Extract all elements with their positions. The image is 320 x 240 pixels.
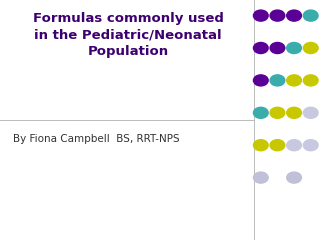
- Circle shape: [270, 42, 285, 54]
- Circle shape: [287, 42, 301, 54]
- Circle shape: [270, 75, 285, 86]
- Circle shape: [303, 107, 318, 118]
- Circle shape: [303, 75, 318, 86]
- Circle shape: [303, 10, 318, 21]
- Circle shape: [287, 10, 301, 21]
- Circle shape: [303, 140, 318, 151]
- Circle shape: [287, 75, 301, 86]
- Circle shape: [253, 107, 268, 118]
- Circle shape: [253, 75, 268, 86]
- Circle shape: [270, 107, 285, 118]
- Circle shape: [270, 140, 285, 151]
- Circle shape: [287, 107, 301, 118]
- Circle shape: [287, 140, 301, 151]
- Circle shape: [253, 140, 268, 151]
- Circle shape: [253, 172, 268, 183]
- Circle shape: [253, 42, 268, 54]
- Circle shape: [270, 10, 285, 21]
- Circle shape: [303, 42, 318, 54]
- Circle shape: [287, 172, 301, 183]
- Text: By Fiona Campbell  BS, RRT-NPS: By Fiona Campbell BS, RRT-NPS: [13, 134, 180, 144]
- Text: Formulas commonly used
in the Pediatric/Neonatal
Population: Formulas commonly used in the Pediatric/…: [33, 12, 223, 58]
- Circle shape: [253, 10, 268, 21]
